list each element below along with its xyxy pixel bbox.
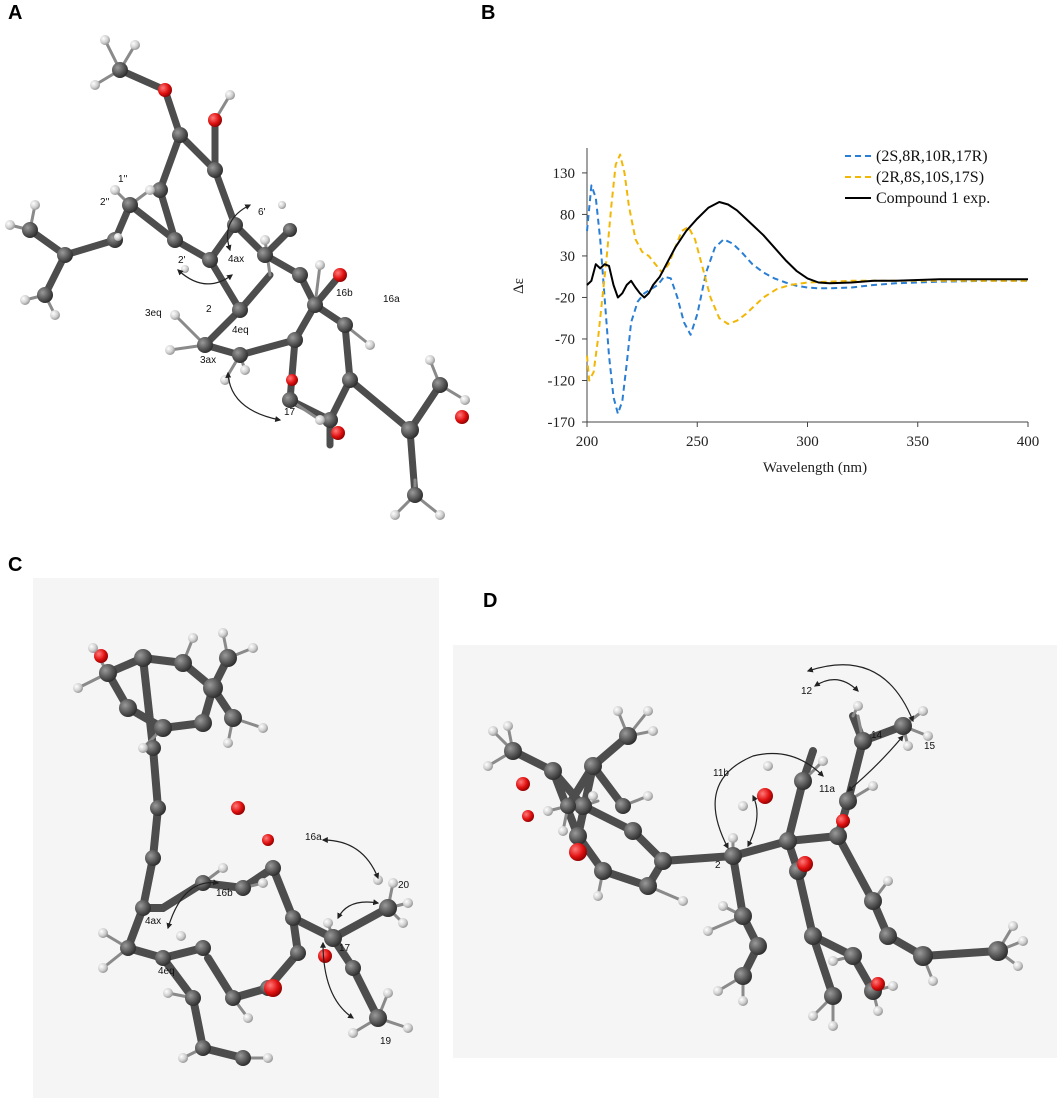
panel-letter-b: B (481, 2, 496, 24)
label-20: 20 (398, 880, 410, 891)
panel-letter-a: A (8, 2, 23, 24)
label-16a-c: 16a (305, 832, 322, 843)
series-line-1 (586, 184, 1028, 415)
label-3ax: 3ax (200, 355, 216, 366)
label-4ax-c: 4ax (145, 916, 161, 927)
series-line-2 (586, 153, 1028, 382)
label-4eq-c: 4eq (158, 966, 175, 977)
x-tick-label: 200 (576, 434, 599, 450)
label-17: 17 (284, 407, 296, 418)
label-2: 2 (206, 304, 212, 315)
series-line-3 (586, 201, 1028, 299)
y-tick-label: -70 (555, 332, 575, 348)
label-16b-c: 16b (216, 888, 233, 899)
y-tick-label: -170 (548, 415, 576, 431)
label-15: 15 (924, 741, 936, 752)
label-2-d: 2 (715, 860, 721, 871)
tick-labels: 200 250 300 350 400 130 80 30 -20 -70 -120 -170 (548, 166, 1040, 450)
label-3eq: 3eq (145, 308, 162, 319)
x-axis-label: Wavelength (nm) (763, 460, 867, 476)
x-tick-label: 300 (796, 434, 819, 450)
y-tick-label: -120 (548, 373, 576, 389)
legend-label-3: Compound 1 exp. (876, 190, 990, 207)
y-tick-label: 80 (560, 207, 575, 223)
label-2pp: 2'' (100, 197, 109, 208)
label-1pp: 1'' (118, 174, 127, 185)
legend-label-2: (2R,8S,10S,17S) (876, 169, 984, 186)
label-16b: 16b (336, 288, 353, 299)
label-2p: 2' (178, 255, 186, 266)
label-4ax: 4ax (228, 254, 244, 265)
label-14: 14 (871, 730, 883, 741)
y-tick-label: -20 (555, 290, 575, 306)
x-tick-label: 350 (907, 434, 930, 450)
y-tick-label: 130 (553, 166, 576, 182)
label-16a: 16a (383, 294, 400, 305)
y-axis-label: Δε (511, 278, 527, 294)
y-tick-label: 30 (560, 249, 575, 265)
x-tick-label: 250 (686, 434, 709, 450)
legend-label-1: (2S,8R,10R,17R) (876, 148, 988, 165)
label-6p: 6' (258, 207, 266, 218)
label-4eq: 4eq (232, 325, 249, 336)
label-12: 12 (801, 686, 813, 697)
label-11a: 11a (819, 784, 835, 795)
legend: (2S,8R,10R,17R) (2R,8S,10S,17S) Compound 1… (845, 148, 990, 207)
panel-letter-c: C (8, 554, 23, 576)
label-19: 19 (380, 1036, 392, 1047)
panel-d-molecule: 12 14 15 11b 11a 2 (483, 664, 1028, 1031)
panel-letter-d: D (483, 590, 498, 612)
label-11b: 11b (713, 768, 729, 779)
panel-a-molecule: 1'' 2'' 2' 6' 4ax 2 3eq 3ax 4eq 16b 16a … (5, 35, 470, 520)
series-layer (586, 153, 1028, 415)
label-17-c: 17 (339, 943, 351, 954)
x-tick-label: 400 (1017, 434, 1040, 450)
panel-c-molecule: 16a 20 16b 4ax 4eq 17 19 (73, 628, 413, 1066)
